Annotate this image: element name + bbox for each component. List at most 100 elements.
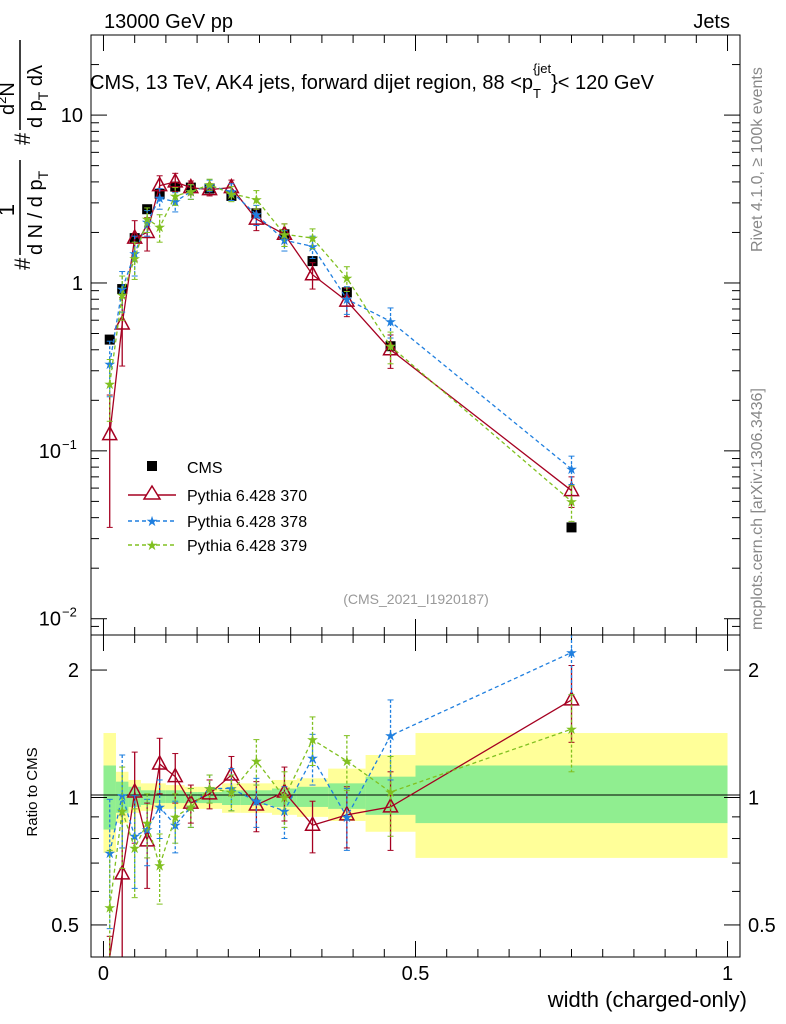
pythia-378-marker: ★ [103,356,116,372]
title-sub: T [533,86,541,101]
ylabel-one: 1 [0,204,19,216]
ylabel-den: d N / d pT [25,170,51,255]
x-axis-label: width (charged-only) [547,987,747,1012]
cms-marker [307,256,318,267]
pythia-370-marker [113,314,131,330]
pythia-379-marker: ★ [384,784,397,800]
pythia-379-marker: ★ [169,809,182,825]
pythia-378-marker: ★ [185,799,198,815]
ratio-y-tick-label-left: 0.5 [51,915,79,937]
pythia-370-line [109,181,572,492]
ylabel-den-sub: T [35,170,51,179]
pythia-379-marker: ★ [203,781,216,797]
header-energy-label: 13000 GeV pp [104,11,233,33]
pythia-370-marker [201,180,218,196]
pythia-379-marker: ★ [306,732,319,748]
main-y-tick-label: 10 [61,105,83,127]
ratio-y-tick-label-left: 1 [68,787,79,809]
pythia-378-line [109,651,572,853]
ratio-y-tick-label-right: 1 [748,787,759,809]
ylabel-den2-sub: T [35,91,51,100]
pythia-379-marker: ★ [384,338,397,354]
ratio-series-layer: ★★★ ★★★★★ ★★★★★★★★★★★★★★★ ★★★★★★★ [103,634,580,958]
pythia-379-marker: ★ [153,219,166,235]
legend-378-label: Pythia 6.428 378 [187,514,307,531]
main-ylabel: # 1 d N / d pT # d2N d pT dλ [0,40,51,270]
pythia-378-marker: ★ [278,803,291,819]
pythia-378-marker: ★ [141,214,154,230]
pythia-379-line [109,728,572,908]
pythia-370-marker [182,793,200,809]
pythia-379-marker: ★ [128,840,141,856]
pythia-378-marker: ★ [153,799,166,815]
ylabel-den2-tail: dλ [25,65,47,92]
pythia-378-marker: ★ [250,793,263,809]
pythia-378-marker: ★ [341,809,354,825]
pythia-370-marker [338,291,356,307]
pythia-370-marker [166,767,184,783]
pythia-370-marker [166,172,184,188]
pythia-378-marker: ★ [169,194,182,210]
pythia-378-marker: ★ [250,207,263,223]
x-tick-label: 0 [98,963,109,985]
pythia-379-marker: ★ [103,899,116,915]
pythia-370-series [101,172,580,528]
ratio-y-tick-label-right: 0.5 [748,915,776,937]
ylabel-hash: # [10,257,35,270]
pythia-378-series: ★★★★★★★★★★★★★★★ [103,178,578,486]
main-y-tick-exponent: −1 [62,437,77,452]
pythia-370-marker [113,864,131,880]
ratio-band-inner [103,765,116,830]
ratio-axis-ticks: 0.5 0.5 1 1 2 2 0 0.5 1 [51,635,776,985]
header-jets-label: Jets [693,11,730,33]
main-series-layer: ★★★★★ ★★ ★ ★★★ ★★★★★★★★★★ ★ ★★ ★★ ★★★★ [101,172,580,533]
ratio-panel-frame [90,634,741,958]
pythia-379-marker: ★ [141,815,154,831]
pythia-379-marker: ★ [169,188,182,204]
pythia-379-marker: ★ [203,177,216,193]
ratio-ylabel: Ratio to CMS [24,747,41,836]
pythia-379-marker: ★ [116,287,129,303]
pythia-378-series: ★★★★★★★★★★★★★★★ [103,634,578,930]
x-tick-label: 0.5 [402,963,430,985]
legend: CMS Pythia 6.428 370 ★ Pythia 6.428 378 … [128,460,307,555]
legend-cms-marker [147,461,157,471]
pythia-379-marker: ★ [225,186,238,202]
title-suffix: }< 120 GeV [551,72,655,94]
pythia-379-marker: ★ [341,753,354,769]
title-sup: {jet [533,61,551,76]
ylabel-num: d2N [0,82,19,115]
pythia-379-marker: ★ [565,721,578,737]
pythia-379-series: ★★★★★★★★★★★★★★★ [103,177,578,522]
pythia-370-marker [304,815,321,831]
pythia-379-marker: ★ [306,230,319,246]
mcplots-label: mcplots.cern.ch [arXiv:1306.3436] [749,388,766,630]
main-y-tick-label: 10 [39,441,61,463]
ratio-band-inner [140,790,154,806]
pythia-379-marker: ★ [250,191,263,207]
ylabel-den2: d pT dλ [25,65,51,128]
pythia-379-marker: ★ [278,789,291,805]
pythia-378-marker: ★ [565,645,578,661]
ylabel-num-n: N [0,82,19,96]
main-y-tick-label: 1 [72,273,83,295]
pythia-370-marker [101,425,118,441]
pythia-379-marker: ★ [153,858,166,874]
pythia-379-marker: ★ [116,803,129,819]
pythia-379-marker: ★ [185,184,198,200]
ratio-y-tick-label-right: 2 [748,660,759,682]
pythia-370-marker [563,480,580,497]
pythia-379-marker: ★ [128,250,141,266]
main-y-tick-exponent: −2 [62,605,77,620]
pythia-370-marker [151,754,168,770]
title-prefix: CMS, 13 TeV, AK4 jets, forward dijet reg… [90,72,533,94]
main-y-tick-label: 10 [39,609,61,631]
pythia-378-marker: ★ [384,313,397,329]
legend-370-label: Pythia 6.428 370 [187,488,307,505]
ylabel-hash-2: # [10,132,35,145]
ylabel-den2-text: d p [25,100,47,128]
pythia-379-line [109,183,572,502]
